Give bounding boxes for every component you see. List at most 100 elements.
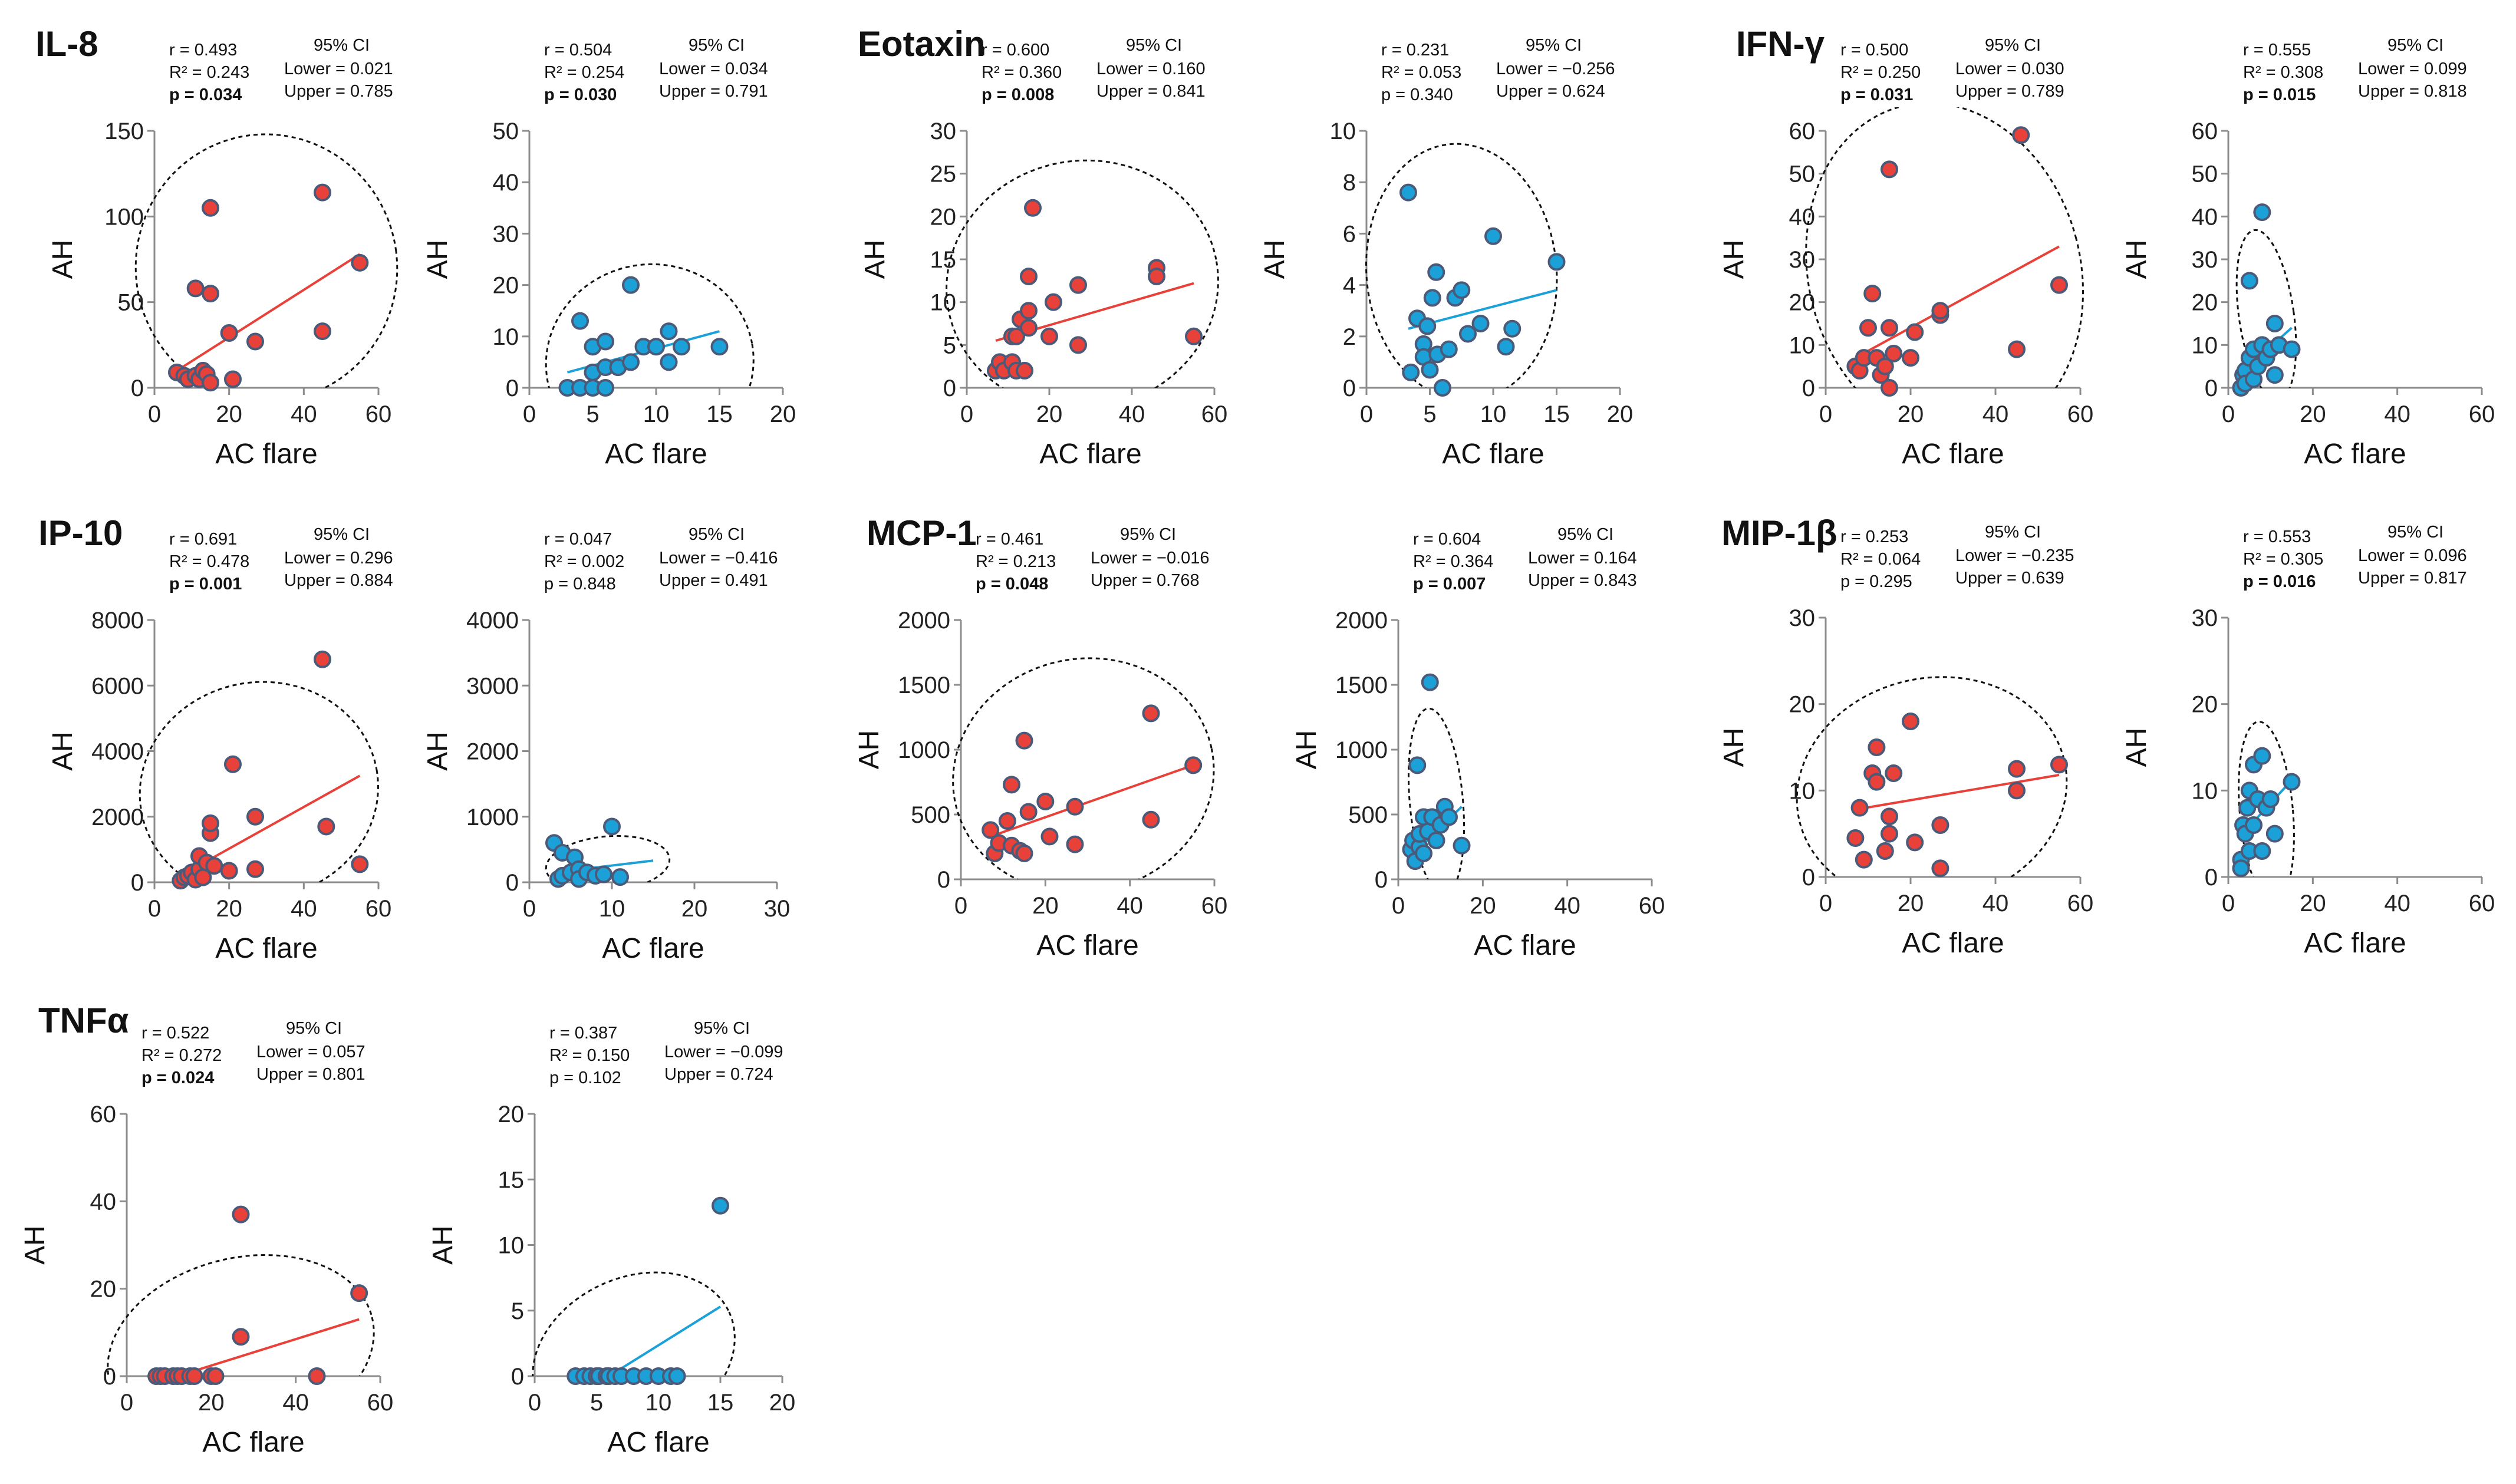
data-point xyxy=(622,353,640,371)
x-tick-label: 20 xyxy=(769,1390,796,1416)
x-axis-label: AC flare xyxy=(1474,930,1576,961)
data-point xyxy=(1408,756,1427,774)
panel-9: MCP-1r = 0.461 R² = 0.213 p = 0.048 95% CI L… xyxy=(854,513,1227,961)
x-axis-label: AC flare xyxy=(605,438,707,470)
x-tick-label: 20 xyxy=(1898,401,1924,427)
data-point xyxy=(232,1328,250,1346)
y-tick-label: 20 xyxy=(90,1277,117,1302)
confidence-ellipse xyxy=(107,1254,375,1376)
data-point xyxy=(1185,327,1203,345)
stat-p: p = 0.340 xyxy=(1381,85,1453,104)
confidence-ellipse xyxy=(2238,721,2295,877)
confidence-ellipse xyxy=(134,133,399,388)
x-tick-label: 40 xyxy=(1119,401,1145,427)
data-point xyxy=(673,338,690,356)
x-tick-label: 20 xyxy=(1032,893,1059,919)
confidence-ellipse xyxy=(545,835,671,882)
data-point xyxy=(2050,276,2068,294)
data-point xyxy=(351,855,369,873)
data-point xyxy=(998,812,1016,830)
data-point xyxy=(1902,349,1919,367)
data-point xyxy=(660,322,678,341)
y-axis-label: AH xyxy=(47,731,78,771)
data-point xyxy=(1881,379,1898,397)
x-tick-label: 5 xyxy=(586,401,599,427)
y-tick-label: 50 xyxy=(1789,161,1816,187)
confidence-ellipse xyxy=(946,159,1219,388)
x-tick-label: 15 xyxy=(1543,401,1570,427)
stat-r2: R² = 0.053 xyxy=(1381,63,1461,82)
stat-r: r = 0.600 xyxy=(982,41,1049,60)
y-tick-label: 0 xyxy=(1802,375,1815,401)
data-point xyxy=(982,821,1000,839)
stat-r2: R² = 0.308 xyxy=(2243,63,2323,82)
y-tick-label: 150 xyxy=(104,118,144,144)
x-axis-label: AC flare xyxy=(2304,438,2406,470)
x-tick-label: 10 xyxy=(646,1390,672,1416)
y-tick-label: 0 xyxy=(1343,375,1356,401)
data-point xyxy=(1881,807,1898,826)
data-point xyxy=(1020,268,1038,286)
y-tick-label: 0 xyxy=(131,375,144,401)
x-tick-label: 60 xyxy=(1201,401,1228,427)
y-tick-label: 40 xyxy=(493,170,519,196)
y-tick-label: 2000 xyxy=(898,608,950,634)
stat-ci-upper: Upper = 0.639 xyxy=(1955,569,2064,588)
x-tick-label: 0 xyxy=(1360,401,1373,427)
data-point xyxy=(1846,829,1865,847)
y-axis-label: AH xyxy=(1291,730,1322,770)
data-point xyxy=(246,807,264,826)
y-tick-label: 10 xyxy=(2192,332,2218,358)
y-tick-label: 60 xyxy=(1789,118,1816,144)
data-point xyxy=(1069,276,1087,294)
x-axis-label: AC flare xyxy=(2304,928,2406,959)
y-tick-label: 5 xyxy=(511,1298,524,1324)
y-tick-label: 0 xyxy=(2205,865,2218,891)
stat-r: r = 0.504 xyxy=(544,41,612,60)
x-axis-label: AC flare xyxy=(215,438,317,470)
stat-r2: R² = 0.360 xyxy=(982,63,1062,82)
data-point xyxy=(1421,361,1439,379)
stat-ci-lower: Lower = 0.164 xyxy=(1528,549,1637,568)
data-point xyxy=(1020,302,1038,320)
y-tick-label: 10 xyxy=(493,324,519,350)
data-point xyxy=(1040,327,1058,345)
data-point xyxy=(314,183,331,202)
data-point xyxy=(1427,832,1445,849)
y-tick-label: 4 xyxy=(1343,273,1356,299)
data-point xyxy=(1040,827,1059,846)
panel-14: r = 0.387 R² = 0.150 p = 0.102 95% CI Lower … xyxy=(427,1019,796,1458)
stat-r: r = 0.500 xyxy=(1840,41,1908,60)
data-point xyxy=(1045,293,1062,311)
y-axis-label: AH xyxy=(1718,728,1750,767)
data-point xyxy=(2240,272,2258,290)
x-tick-label: 0 xyxy=(523,401,536,427)
y-tick-label: 500 xyxy=(1348,802,1388,828)
y-tick-label: 1000 xyxy=(466,804,519,830)
stat-r2: R² = 0.364 xyxy=(1413,552,1493,571)
data-point xyxy=(1868,773,1886,791)
stat-ci-upper: Upper = 0.624 xyxy=(1496,82,1605,101)
x-tick-label: 20 xyxy=(216,401,242,427)
data-point xyxy=(1906,833,1924,852)
plot-area xyxy=(134,133,399,388)
y-tick-label: 0 xyxy=(506,870,519,896)
stat-ci-label: 95% CI xyxy=(2387,36,2443,55)
data-point xyxy=(595,865,612,883)
x-tick-label: 20 xyxy=(216,896,242,922)
data-point xyxy=(1453,281,1471,299)
data-point xyxy=(2253,203,2271,222)
data-point xyxy=(246,332,264,351)
data-point xyxy=(1885,344,1903,362)
data-point xyxy=(308,1367,326,1385)
y-axis-label: AH xyxy=(854,730,885,770)
data-point xyxy=(2008,760,2026,778)
x-tick-label: 0 xyxy=(528,1390,541,1416)
stat-ci-lower: Lower = 0.021 xyxy=(284,60,393,78)
data-point xyxy=(1423,289,1441,307)
stat-r: r = 0.387 xyxy=(549,1024,617,1043)
confidence-ellipse xyxy=(952,657,1215,879)
stat-r2: R² = 0.213 xyxy=(976,552,1056,571)
stat-r: r = 0.604 xyxy=(1413,530,1481,549)
data-point xyxy=(1434,379,1451,397)
